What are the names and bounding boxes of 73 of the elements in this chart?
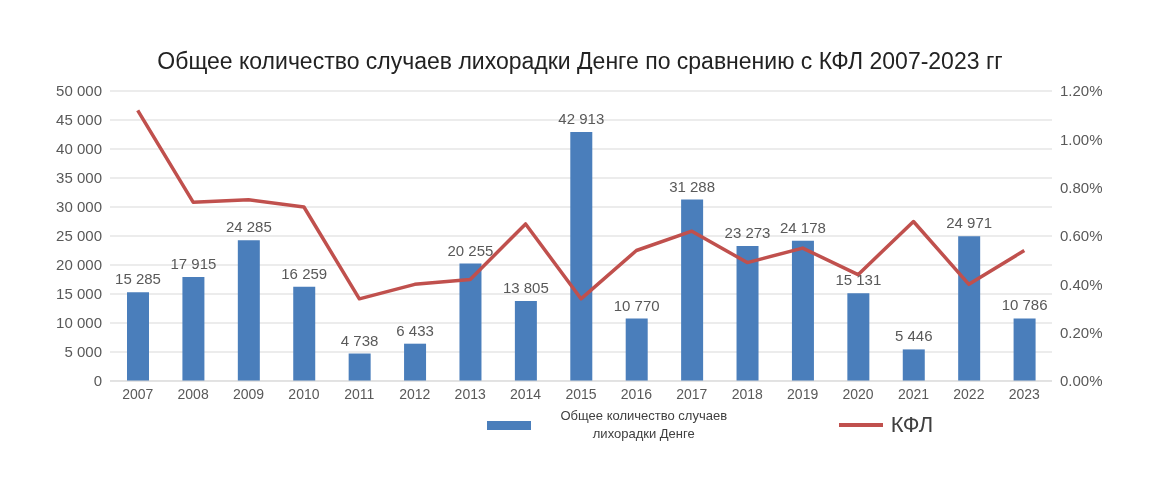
legend-label: КФЛ [890, 412, 934, 437]
line-series [135, 108, 1027, 301]
x-tick-label: 2023 [1008, 385, 1041, 402]
data-label: 15 131 [835, 271, 882, 289]
data-label: 31 288 [669, 177, 716, 195]
data-label: 24 285 [225, 218, 272, 236]
data-label: 42 913 [558, 110, 605, 128]
data-label: 24 178 [780, 218, 826, 236]
bar [791, 240, 814, 381]
y-tick-label: 35 000 [56, 169, 102, 187]
x-tick-label: 2008 [177, 385, 209, 402]
bar [459, 263, 482, 381]
x-tick-label: 2009 [232, 385, 265, 402]
x-tick-label: 2015 [565, 385, 597, 402]
y-tick-label: 45 000 [56, 111, 102, 129]
y-tick-label: 25 000 [56, 227, 102, 245]
y-tick-label: 50 000 [56, 82, 102, 100]
x-tick-label: 2016 [620, 385, 653, 402]
y2-tick-label: 0.00% [1060, 372, 1103, 390]
bar [293, 286, 316, 381]
bar [958, 236, 981, 381]
y2-tick-label: 1.20% [1060, 82, 1103, 100]
y2-tick-label: 0.20% [1060, 323, 1103, 341]
x-tick-label: 2010 [288, 385, 320, 402]
bar [404, 343, 427, 381]
bar [348, 353, 371, 381]
x-tick-label: 2011 [344, 385, 375, 402]
bar [902, 349, 925, 381]
bar [127, 292, 149, 381]
y2-tick-label: 0.80% [1060, 178, 1103, 196]
x-tick-label: 2020 [842, 385, 874, 402]
data-label: 16 259 [281, 264, 328, 282]
bar [1013, 318, 1036, 381]
chart-title: Общее количество случаев лихорадки Денге по сравнению с КФЛ 2007-2023 гг [156, 47, 1004, 75]
x-tick-label: 2021 [897, 385, 930, 402]
y2-tick-label: 1.00% [1060, 130, 1103, 148]
y-tick-label: 20 000 [56, 256, 102, 274]
x-tick-label: 2013 [454, 385, 486, 402]
y-tick-label: 40 000 [56, 140, 102, 158]
bar [514, 300, 537, 381]
data-label: 17 915 [170, 255, 217, 273]
data-label: 5 446 [894, 327, 933, 345]
x-tick-label: 2019 [787, 385, 819, 402]
data-label: 10 786 [1001, 296, 1048, 314]
bar [681, 199, 704, 381]
data-label: 6 433 [396, 321, 434, 339]
x-tick-label: 2007 [122, 385, 154, 402]
data-label: 20 255 [447, 241, 494, 259]
data-label: 15 285 [115, 270, 161, 288]
bar [847, 293, 870, 381]
bar [625, 318, 648, 381]
x-tick-label: 2017 [676, 385, 708, 402]
y2-tick-label: 0.40% [1060, 275, 1103, 293]
bar [182, 277, 205, 381]
bar [570, 132, 593, 381]
y-tick-label: 30 000 [56, 198, 102, 216]
y2-tick-label: 0.60% [1060, 227, 1103, 245]
data-label: 13 805 [502, 278, 549, 296]
legend-label: Общее количество случаев лихорадки Денге [559, 407, 729, 443]
x-tick-label: 2018 [731, 385, 764, 402]
x-tick-label: 2022 [953, 385, 985, 402]
y-tick-label: 5 000 [64, 343, 102, 361]
bar [736, 246, 759, 381]
data-label: 23 273 [724, 224, 771, 242]
x-tick-label: 2012 [399, 385, 431, 402]
data-label: 10 770 [613, 296, 660, 314]
bar [237, 240, 260, 381]
y-tick-label: 15 000 [56, 285, 102, 303]
data-label: 24 971 [946, 214, 993, 232]
x-tick-label: 2014 [510, 385, 542, 402]
y-tick-label: 0 [93, 372, 102, 390]
data-label: 4 738 [340, 331, 379, 349]
y-tick-label: 10 000 [56, 314, 102, 332]
